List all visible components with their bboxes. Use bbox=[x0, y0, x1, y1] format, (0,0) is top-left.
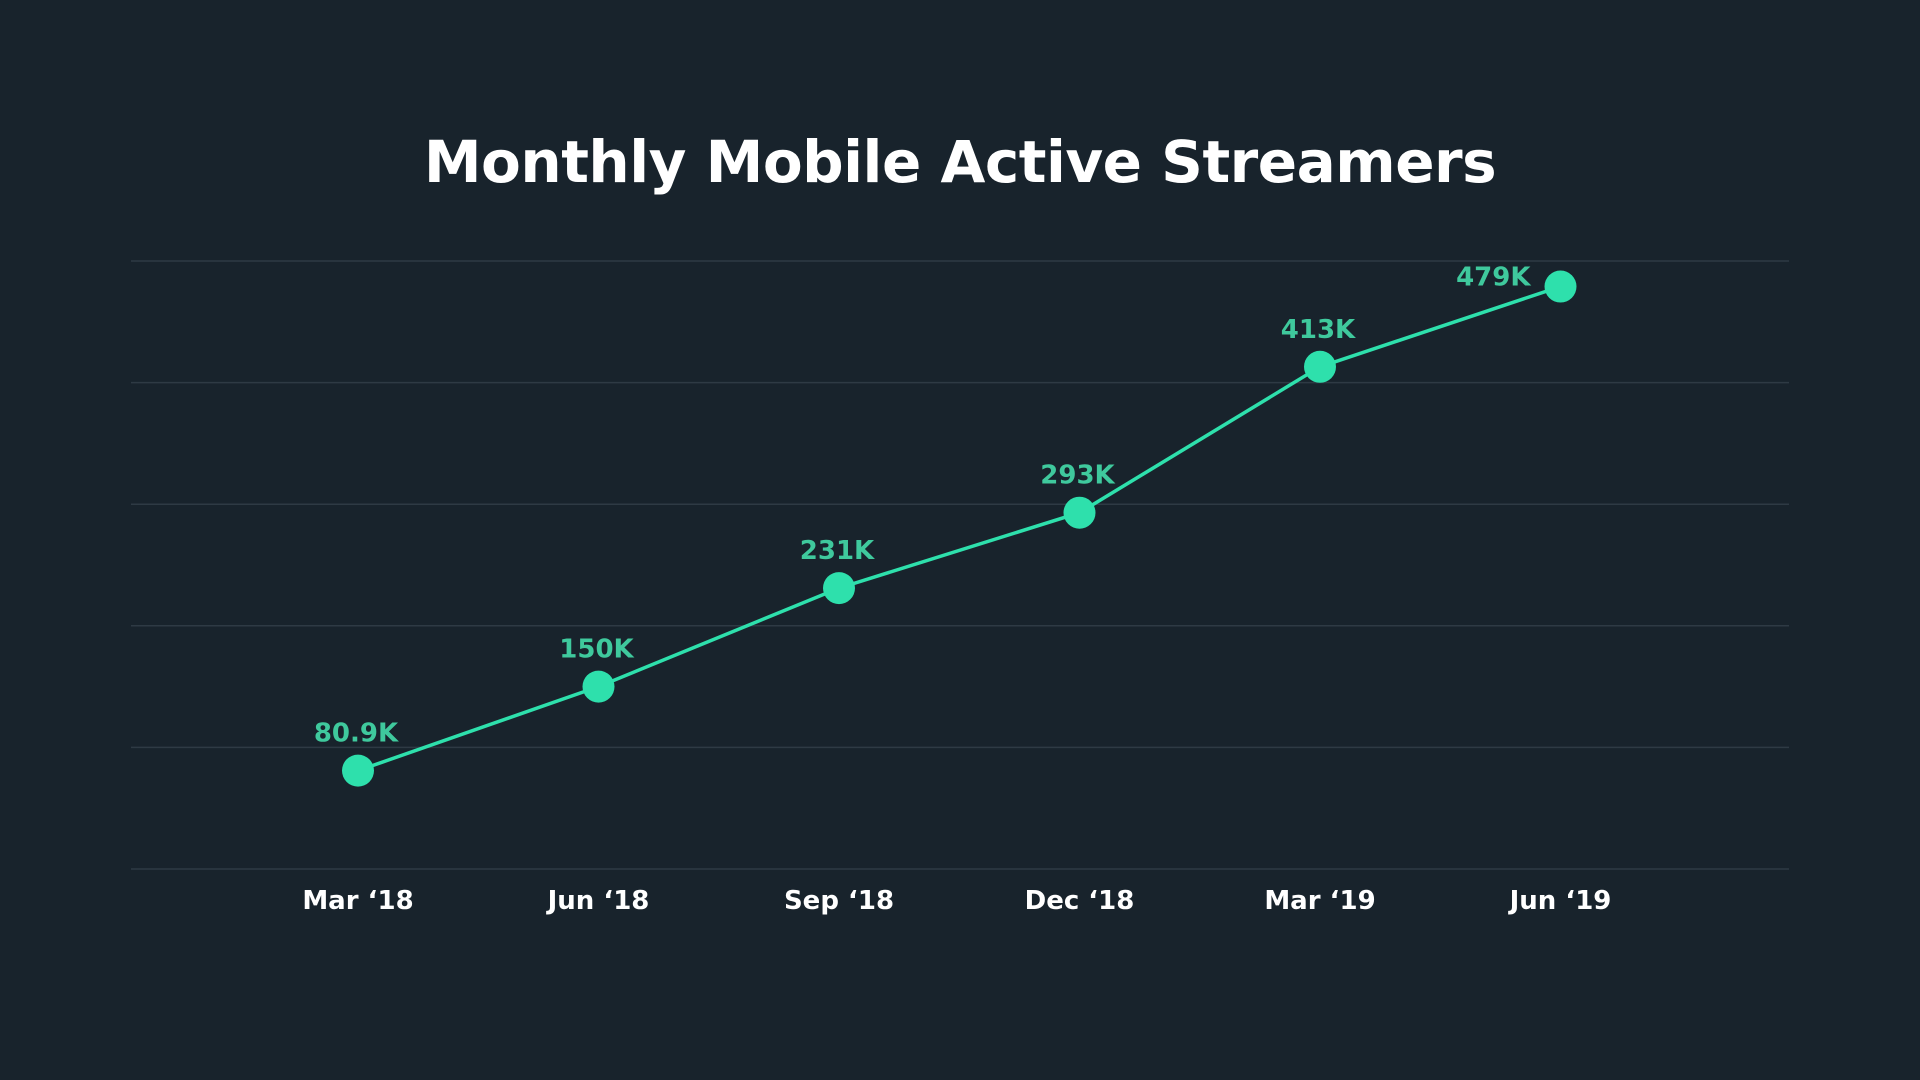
x-tick-label: Dec ‘18 bbox=[1025, 886, 1135, 916]
x-tick-label: Mar ‘19 bbox=[1264, 886, 1375, 916]
data-label: 479K bbox=[1456, 263, 1531, 293]
data-point[interactable] bbox=[582, 670, 615, 703]
data-point[interactable] bbox=[1544, 270, 1577, 303]
data-point[interactable] bbox=[1063, 496, 1096, 529]
x-tick-label: Mar ‘18 bbox=[302, 886, 413, 916]
data-label: 80.9K bbox=[314, 719, 399, 749]
data-point[interactable] bbox=[823, 572, 855, 605]
series-line bbox=[357, 284, 1562, 773]
x-tick-label: Jun ‘18 bbox=[546, 886, 650, 916]
gridlines bbox=[131, 260, 1789, 870]
x-axis-ticks: Mar ‘18 Jun ‘18 Sep ‘18 Dec ‘18 Mar ‘19 Jun ‘… bbox=[302, 886, 1611, 916]
data-label: 150K bbox=[559, 635, 634, 665]
data-label: 231K bbox=[800, 536, 875, 566]
chart-title: Monthly Mobile Active Streamers bbox=[423, 128, 1497, 196]
data-point[interactable] bbox=[342, 754, 374, 787]
data-label: 413K bbox=[1281, 315, 1356, 345]
x-tick-label: Jun ‘19 bbox=[1508, 886, 1612, 916]
data-point[interactable] bbox=[1304, 350, 1336, 383]
series-group: 80.9K 150K 231K 293K 413K 479K bbox=[314, 263, 1577, 787]
x-tick-label: Sep ‘18 bbox=[784, 886, 894, 916]
data-label: 293K bbox=[1040, 461, 1115, 491]
